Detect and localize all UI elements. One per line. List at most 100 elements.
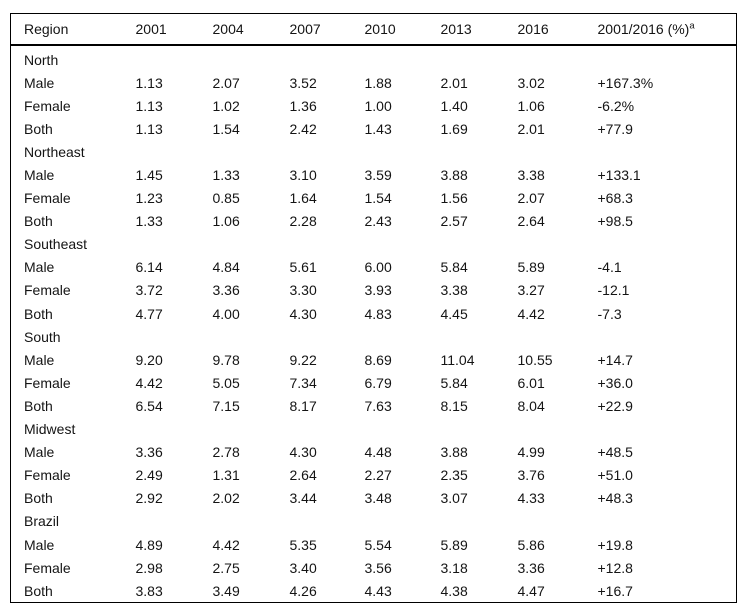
value-cell: [585, 233, 737, 256]
value-cell: 2.43: [364, 213, 392, 230]
value-cell: [123, 140, 200, 163]
value-cell: 3.18: [440, 559, 468, 576]
value-cell: [200, 510, 277, 533]
value-cell: 4.47: [517, 582, 545, 599]
value-cell: [277, 418, 352, 441]
value-cell: 2.07: [517, 190, 545, 207]
value-cell: 8.17: [289, 397, 317, 414]
value-cell: 3.72: [135, 282, 163, 299]
row-label-cell: Male: [24, 259, 55, 276]
region-group-row: Southeast: [11, 233, 737, 256]
value-cell: [200, 45, 277, 71]
value-cell: 7.63: [364, 397, 392, 414]
row-label-cell: Female: [24, 374, 71, 391]
value-cell: +48.5: [597, 444, 633, 461]
region-label-cell: Southeast: [24, 236, 88, 253]
value-cell: 1.69: [440, 120, 468, 137]
value-cell: 1.33: [212, 167, 240, 184]
value-cell: +19.8: [597, 536, 633, 553]
value-cell: 0.85: [212, 190, 240, 207]
value-cell: +133.1: [597, 167, 641, 184]
value-cell: [123, 45, 200, 71]
value-cell: 4.45: [440, 305, 468, 322]
row-label-cell: Male: [24, 536, 55, 553]
value-cell: [585, 140, 737, 163]
value-cell: +51.0: [597, 467, 633, 484]
row-label-cell: Male: [24, 167, 55, 184]
col-header-2007: 2007: [276, 13, 352, 46]
value-cell: 3.49: [212, 582, 240, 599]
value-cell: 4.30: [289, 444, 317, 461]
value-cell: 5.35: [289, 536, 317, 553]
value-cell: [585, 45, 737, 71]
value-cell: 5.84: [440, 374, 468, 391]
value-cell: 3.40: [289, 559, 317, 576]
row-label-cell: Female: [24, 97, 71, 114]
value-cell: [277, 45, 352, 71]
value-cell: 1.54: [212, 120, 240, 137]
value-cell: -12.1: [597, 282, 630, 299]
value-cell: 5.84: [440, 259, 468, 276]
value-cell: [123, 233, 200, 256]
value-cell: 2.01: [440, 74, 468, 91]
region-label-cell: North: [24, 51, 59, 68]
value-cell: [505, 140, 585, 163]
value-cell: 2.75: [212, 559, 240, 576]
value-cell: 1.33: [135, 213, 163, 230]
value-cell: 4.38: [440, 582, 468, 599]
value-cell: +167.3%: [597, 74, 654, 91]
value-cell: 2.28: [289, 213, 317, 230]
value-cell: 6.01: [517, 374, 545, 391]
col-header-change-label: 2001/2016 (%): [597, 21, 690, 37]
value-cell: 3.44: [289, 490, 317, 507]
table-row: Female 2.49 1.31 2.64 2.27 2.35 3.76 +51.0: [11, 464, 737, 487]
value-cell: 5.05: [212, 374, 240, 391]
value-cell: [352, 140, 428, 163]
region-label-cell: Midwest: [24, 421, 76, 438]
value-cell: 1.13: [135, 120, 163, 137]
value-cell: 4.77: [135, 305, 163, 322]
value-cell: 4.43: [364, 582, 392, 599]
value-cell: 1.45: [135, 167, 163, 184]
value-cell: 3.27: [517, 282, 545, 299]
value-cell: 1.54: [364, 190, 392, 207]
row-label-cell: Both: [24, 305, 53, 322]
value-cell: 9.20: [135, 351, 163, 368]
col-header-change-2001-2016: 2001/2016 (%)a: [584, 13, 737, 46]
value-cell: 4.48: [364, 444, 392, 461]
value-cell: 4.42: [135, 374, 163, 391]
value-cell: [428, 418, 505, 441]
value-cell: [428, 510, 505, 533]
value-cell: [505, 45, 585, 71]
value-cell: [505, 325, 585, 348]
region-group-row: Northeast: [11, 140, 737, 163]
value-cell: [428, 45, 505, 71]
value-cell: [123, 418, 200, 441]
value-cell: 2.02: [212, 490, 240, 507]
value-cell: 1.06: [212, 213, 240, 230]
value-cell: 4.30: [289, 305, 317, 322]
value-cell: 1.13: [135, 74, 163, 91]
value-cell: 5.86: [517, 536, 545, 553]
value-cell: 4.26: [289, 582, 317, 599]
value-cell: 3.93: [364, 282, 392, 299]
value-cell: 1.36: [289, 97, 317, 114]
value-cell: 3.02: [517, 74, 545, 91]
value-cell: 2.64: [517, 213, 545, 230]
value-cell: [352, 233, 428, 256]
value-cell: [505, 418, 585, 441]
value-cell: 3.52: [289, 74, 317, 91]
value-cell: 4.42: [517, 305, 545, 322]
value-cell: +16.7: [597, 582, 633, 599]
value-cell: 2.42: [289, 120, 317, 137]
value-cell: 5.89: [440, 536, 468, 553]
value-cell: 2.78: [212, 444, 240, 461]
col-header-2010: 2010: [351, 13, 428, 46]
value-cell: +77.9: [597, 120, 633, 137]
value-cell: [352, 45, 428, 71]
table-row: Female 2.98 2.75 3.40 3.56 3.18 3.36 +12.8: [11, 556, 737, 579]
value-cell: 6.79: [364, 374, 392, 391]
value-cell: 3.36: [135, 444, 163, 461]
value-cell: 1.06: [517, 97, 545, 114]
value-cell: -7.3: [597, 305, 622, 322]
